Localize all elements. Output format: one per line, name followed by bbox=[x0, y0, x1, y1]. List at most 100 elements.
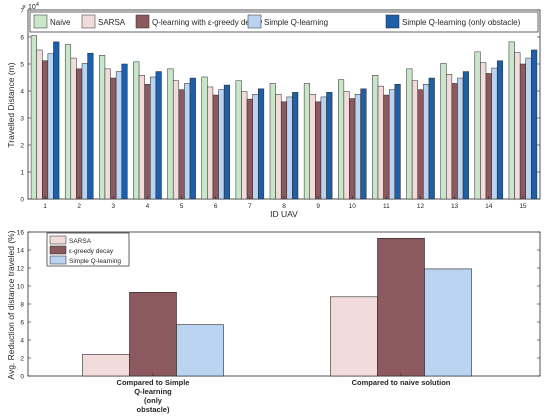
bottom-chart: Compared to SimpleQ-learning(onlyobstacl… bbox=[6, 230, 541, 414]
bar-q-learning-with-greedy-decay-uav-3 bbox=[110, 77, 117, 200]
bar-q-learning-with-greedy-decay-uav-8 bbox=[280, 101, 288, 200]
bar-naive-uav-5 bbox=[167, 68, 174, 200]
y-tick-label-8: 8 bbox=[20, 302, 24, 309]
y-tick-label-3: 3 bbox=[20, 116, 24, 123]
x-tick-label-group-2-line-1: Compared to naive solution bbox=[352, 378, 451, 387]
legend-label-simple-q-learning: Simple Q-learning bbox=[264, 18, 328, 27]
top-legend-box bbox=[29, 11, 539, 33]
x-tick-label-5: 5 bbox=[180, 203, 184, 210]
y-tick-label-6: 6 bbox=[20, 35, 24, 42]
x-tick-label-2: 2 bbox=[77, 203, 81, 210]
x-tick-label-13: 13 bbox=[451, 203, 459, 210]
top-bars bbox=[30, 35, 538, 200]
bar-simple-q-learning-only-obstacle-uav-8 bbox=[292, 92, 299, 200]
bar-simple-q-learning-only-obstacle-uav-13 bbox=[462, 71, 469, 200]
x-tick-label-12: 12 bbox=[417, 203, 425, 210]
bar-simple-q-learning-only-obstacle-uav-1 bbox=[53, 41, 60, 200]
bar-q-learning-with-greedy-decay-uav-14 bbox=[485, 73, 492, 200]
bar-simple-q-learning-uav-15 bbox=[525, 57, 532, 200]
x-tick-label-group-1-line-4: obstacle) bbox=[137, 405, 170, 414]
legend-label-simple-q-learning-only-obstacle: Simple Q-learning (only obstacle) bbox=[402, 18, 521, 27]
bar-simple-q-learning-only-obstacle-uav-4 bbox=[155, 71, 162, 200]
bar-simple-q-learning-uav-14 bbox=[491, 67, 498, 200]
y-tick-label-5: 5 bbox=[20, 62, 24, 69]
y-tick-label-6: 6 bbox=[20, 320, 24, 327]
bar-sarsa-uav-8 bbox=[275, 93, 282, 200]
bar-q-learning-with-greedy-decay-uav-6 bbox=[212, 94, 219, 200]
bar-sarsa-uav-15 bbox=[514, 52, 521, 200]
bar-naive-uav-15 bbox=[508, 41, 515, 200]
x-tick-label-group-1-line-1: Compared to Simple bbox=[117, 378, 190, 387]
x-tick-label-11: 11 bbox=[383, 203, 390, 210]
bar-simple-q-learning-only-obstacle-uav-5 bbox=[189, 77, 196, 200]
legend-swatch-sarsa bbox=[49, 235, 67, 245]
bar-naive-uav-1 bbox=[30, 35, 37, 200]
bar-naive-uav-7 bbox=[235, 80, 242, 200]
y-tick-label-2: 2 bbox=[20, 143, 24, 150]
bar-q-learning-with-greedy-decay-uav-13 bbox=[451, 83, 458, 200]
bar-naive-uav-9 bbox=[303, 83, 310, 200]
x-tick-label-6: 6 bbox=[214, 203, 218, 210]
bar-simple-q-learning-only-obstacle-uav-11 bbox=[394, 84, 401, 200]
bar-simple-q-learning-uav-10 bbox=[354, 93, 361, 200]
top-y-multiplier: × 104 bbox=[22, 2, 39, 11]
legend-swatch-simple-q-learning bbox=[49, 255, 67, 265]
bar-simple-q-learning-uav-11 bbox=[388, 89, 396, 200]
bar-greedy-decay-group-2 bbox=[377, 238, 425, 377]
bar-simple-q-learning-uav-5 bbox=[184, 83, 191, 200]
y-tick-label-7: 7 bbox=[20, 8, 24, 15]
bar-simple-q-learning-group-2 bbox=[424, 268, 472, 377]
bar-sarsa-uav-4 bbox=[138, 75, 145, 200]
bar-sarsa-group-1 bbox=[82, 354, 130, 377]
bar-naive-uav-3 bbox=[99, 55, 106, 200]
bottom-bars bbox=[82, 238, 472, 377]
bar-q-learning-with-greedy-decay-uav-11 bbox=[383, 94, 390, 200]
y-tick-label-4: 4 bbox=[20, 338, 24, 345]
y-tick-label-2: 2 bbox=[20, 356, 24, 363]
bar-q-learning-with-greedy-decay-uav-9 bbox=[315, 101, 322, 200]
legend-swatch-simple-q-learning bbox=[247, 14, 262, 29]
bar-naive-uav-10 bbox=[338, 79, 345, 200]
top-x-axis-label: ID UAV bbox=[270, 209, 298, 219]
y-tick-label-0: 0 bbox=[20, 374, 24, 381]
bar-simple-q-learning-only-obstacle-uav-15 bbox=[531, 49, 538, 200]
x-tick-label-9: 9 bbox=[316, 203, 320, 210]
bar-sarsa-uav-5 bbox=[172, 80, 180, 200]
bar-simple-q-learning-only-obstacle-uav-9 bbox=[326, 92, 333, 200]
bar-simple-q-learning-uav-9 bbox=[320, 96, 327, 200]
y-tick-label-4: 4 bbox=[20, 89, 24, 96]
legend-label-sarsa: SARSA bbox=[69, 238, 92, 245]
y-tick-label-1: 1 bbox=[20, 170, 24, 177]
x-tick-label-14: 14 bbox=[485, 203, 493, 210]
bar-simple-q-learning-only-obstacle-uav-2 bbox=[87, 52, 94, 200]
bar-simple-q-learning-only-obstacle-uav-7 bbox=[258, 88, 265, 200]
bar-simple-q-learning-only-obstacle-uav-14 bbox=[496, 60, 504, 200]
x-tick-label-group-1-line-2: Q-learning bbox=[134, 387, 172, 396]
x-tick-label-8: 8 bbox=[282, 203, 286, 210]
bar-naive-uav-12 bbox=[406, 68, 413, 200]
x-tick-label-1: 1 bbox=[43, 203, 47, 210]
bar-q-learning-with-greedy-decay-uav-7 bbox=[246, 98, 253, 200]
legend-swatch-simple-q-learning-only-obstacle bbox=[385, 14, 400, 29]
bar-sarsa-uav-12 bbox=[411, 80, 418, 200]
bar-simple-q-learning-uav-7 bbox=[252, 93, 259, 200]
x-tick-label-15: 15 bbox=[519, 203, 527, 210]
bar-sarsa-uav-11 bbox=[377, 85, 384, 200]
bar-q-learning-with-greedy-decay-uav-15 bbox=[519, 63, 526, 200]
bottom-axis: Compared to SimpleQ-learning(onlyobstacl… bbox=[17, 230, 540, 414]
bar-simple-q-learning-uav-12 bbox=[423, 84, 430, 200]
bar-simple-q-learning-only-obstacle-uav-10 bbox=[360, 88, 367, 200]
y-tick-label-10: 10 bbox=[17, 284, 25, 291]
bar-q-learning-with-greedy-decay-uav-5 bbox=[178, 89, 185, 200]
bar-q-learning-with-greedy-decay-uav-4 bbox=[144, 84, 151, 200]
bar-naive-uav-14 bbox=[474, 51, 481, 200]
bar-simple-q-learning-uav-1 bbox=[47, 53, 54, 200]
y-tick-label-14: 14 bbox=[17, 248, 25, 255]
bar-simple-q-learning-uav-6 bbox=[218, 89, 225, 200]
bar-greedy-decay-group-1 bbox=[129, 291, 177, 377]
x-tick-label-group-1-line-3: (only bbox=[144, 396, 163, 405]
legend-swatch-sarsa bbox=[81, 14, 96, 29]
top-legend: Naive SARSA Q-learning with ε-greedy decay… bbox=[29, 11, 539, 33]
